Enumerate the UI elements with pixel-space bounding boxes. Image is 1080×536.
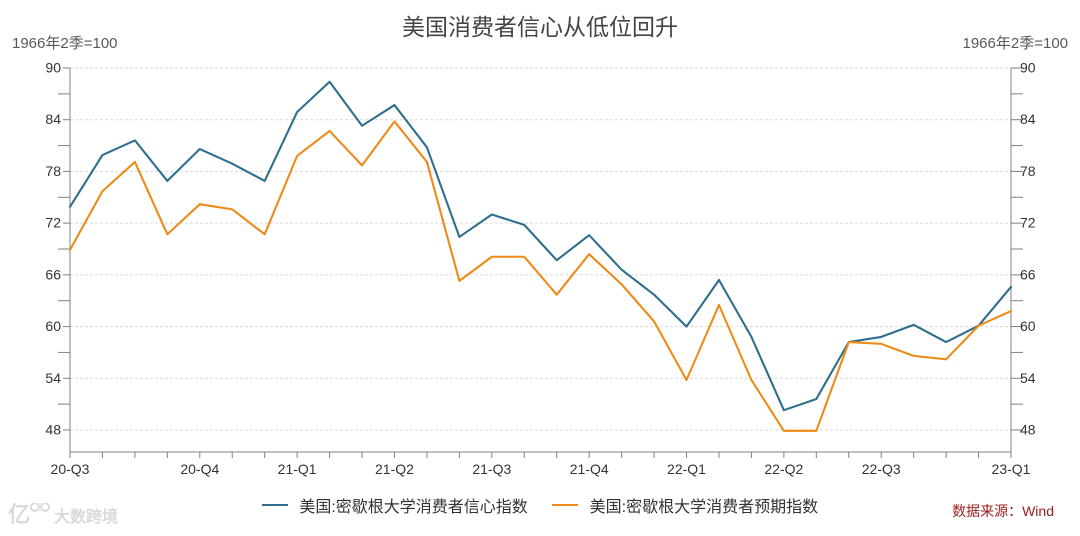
svg-text:21-Q2: 21-Q2 (375, 461, 414, 477)
svg-text:22-Q1: 22-Q1 (667, 461, 706, 477)
svg-text:90: 90 (45, 60, 61, 76)
svg-text:54: 54 (45, 370, 61, 386)
svg-text:72: 72 (1020, 215, 1036, 231)
svg-text:亿: 亿 (8, 503, 30, 527)
svg-text:54: 54 (1020, 370, 1036, 386)
svg-text:60: 60 (45, 318, 61, 334)
svg-text:1966年2季=100: 1966年2季=100 (963, 35, 1069, 52)
svg-text:66: 66 (1020, 266, 1036, 282)
svg-text:72: 72 (45, 215, 61, 231)
svg-text:1966年2季=100: 1966年2季=100 (12, 35, 118, 52)
svg-text:84: 84 (45, 111, 61, 127)
svg-text:20-Q3: 20-Q3 (51, 461, 90, 477)
svg-text:66: 66 (45, 266, 61, 282)
svg-text:60: 60 (1020, 318, 1036, 334)
svg-text:90: 90 (1020, 60, 1036, 76)
svg-text:78: 78 (1020, 163, 1036, 179)
svg-text:美国消费者信心从低位回升: 美国消费者信心从低位回升 (402, 14, 678, 40)
svg-text:21-Q1: 21-Q1 (278, 461, 317, 477)
svg-text:84: 84 (1020, 111, 1036, 127)
svg-text:48: 48 (45, 422, 61, 438)
svg-text:21-Q3: 21-Q3 (472, 461, 511, 477)
svg-text:22-Q3: 22-Q3 (862, 461, 901, 477)
svg-text:23-Q1: 23-Q1 (992, 461, 1031, 477)
svg-text:22-Q2: 22-Q2 (764, 461, 803, 477)
svg-text:78: 78 (45, 163, 61, 179)
svg-text:21-Q4: 21-Q4 (570, 461, 609, 477)
svg-text:48: 48 (1020, 422, 1036, 438)
svg-text:大数跨境: 大数跨境 (54, 507, 118, 526)
svg-text:20-Q4: 20-Q4 (180, 461, 219, 477)
